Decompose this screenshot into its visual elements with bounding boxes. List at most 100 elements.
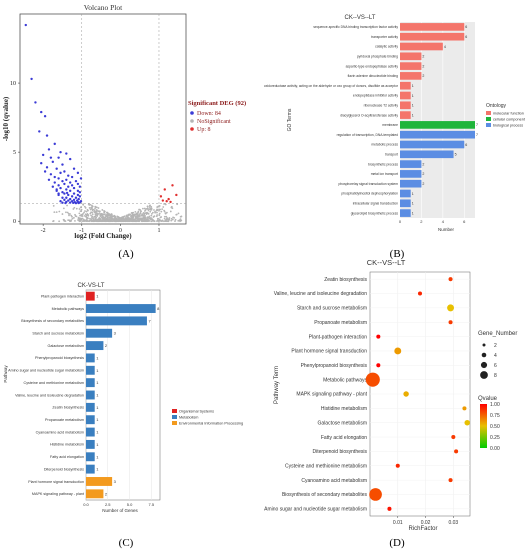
down-regulated-point bbox=[61, 163, 64, 166]
nonsignificant-point bbox=[79, 210, 82, 213]
go-term-label: catalytic activity bbox=[375, 45, 398, 49]
nonsignificant-point bbox=[148, 204, 151, 207]
nonsignificant-point bbox=[148, 208, 151, 211]
down-regulated-point bbox=[45, 134, 49, 137]
nonsignificant-point bbox=[110, 220, 113, 223]
size-legend-label: 6 bbox=[494, 363, 497, 369]
nonsignificant-point bbox=[88, 219, 91, 222]
go-term-label: biosynthetic process bbox=[368, 162, 398, 166]
down-regulated-point bbox=[70, 195, 74, 198]
nonsignificant-point bbox=[146, 208, 149, 211]
nonsignificant-point bbox=[95, 209, 98, 211]
nonsignificant-point bbox=[120, 220, 123, 223]
panel-d-enrichment-bubble-chart: CK--VS--LT Pathway Term 0.01 0.02 0.03 Zeat… bbox=[264, 258, 517, 549]
down-regulated-point bbox=[53, 181, 56, 184]
nonsignificant-point bbox=[100, 213, 103, 216]
nonsignificant-point bbox=[99, 218, 102, 221]
nonsignificant-point bbox=[78, 212, 81, 215]
nonsignificant-point bbox=[134, 210, 137, 213]
down-regulated-point bbox=[30, 77, 33, 81]
pathway-term-label: Cysteine and methionine metabolism bbox=[285, 463, 367, 469]
pathway-bar bbox=[86, 390, 95, 400]
pathway-bar-value: 1 bbox=[96, 430, 99, 435]
nonsignificant-point bbox=[153, 209, 155, 211]
panel-c-x-axis-label: Number of Genes bbox=[102, 508, 138, 513]
nonsignificant-point bbox=[143, 220, 146, 222]
down-regulated-point bbox=[63, 170, 66, 173]
nonsignificant-point bbox=[73, 216, 75, 219]
nonsignificant-point bbox=[136, 218, 139, 221]
pathway-bar bbox=[86, 402, 95, 412]
nonsignificant-point bbox=[148, 206, 151, 208]
panel-b-legend-title: Ontology bbox=[486, 103, 507, 109]
pathway-term-label: Metabolic pathways bbox=[323, 377, 367, 383]
legend-up-marker bbox=[190, 127, 194, 131]
pathway-label: Metabolic pathways bbox=[52, 307, 85, 311]
down-regulated-point bbox=[40, 110, 43, 114]
down-regulated-point bbox=[64, 201, 67, 205]
pathway-label: Plant-pathogen interaction bbox=[41, 294, 84, 298]
down-regulated-point bbox=[47, 148, 51, 151]
go-term-bar-value: 1 bbox=[412, 94, 414, 98]
nonsignificant-point bbox=[80, 217, 82, 220]
down-regulated-point bbox=[65, 188, 68, 191]
nonsignificant-point bbox=[146, 205, 149, 208]
legend-down-label: Down: 84 bbox=[197, 111, 221, 117]
nonsignificant-point bbox=[68, 214, 70, 217]
pathway-bar-value: 1 bbox=[96, 405, 99, 410]
nonsignificant-point bbox=[107, 217, 109, 220]
down-regulated-point bbox=[63, 192, 66, 195]
down-regulated-point bbox=[67, 174, 70, 177]
go-term-bar bbox=[400, 91, 411, 100]
nonsignificant-point bbox=[130, 211, 133, 214]
pathway-bar bbox=[86, 477, 113, 486]
nonsignificant-point bbox=[80, 208, 83, 211]
panel-c-x-tick-label: 5.0 bbox=[127, 502, 133, 507]
down-regulated-point bbox=[77, 201, 80, 205]
down-regulated-point bbox=[72, 167, 76, 170]
go-term-bar bbox=[400, 32, 465, 41]
pathway-term-label: Zeatin biosynthesis bbox=[324, 277, 367, 283]
pathway-bar-value: 1 bbox=[96, 380, 99, 385]
down-regulated-point bbox=[72, 192, 76, 195]
nonsignificant-point bbox=[99, 215, 102, 217]
nonsignificant-point bbox=[131, 215, 134, 218]
down-regulated-point bbox=[47, 178, 51, 181]
go-term-bar-value: 1 bbox=[412, 104, 414, 108]
go-term-label: phosphorelay signal transduction system bbox=[338, 182, 398, 186]
legend-cellular-component-label: cellular component bbox=[493, 118, 526, 122]
nonsignificant-point bbox=[152, 211, 154, 214]
panel-b-title: CK--VS--LT bbox=[345, 15, 376, 21]
down-regulated-point bbox=[67, 185, 70, 188]
enrichment-bubble bbox=[403, 391, 409, 397]
nonsignificant-point bbox=[82, 219, 85, 222]
nonsignificant-point bbox=[128, 219, 131, 222]
nonsignificant-point bbox=[140, 210, 143, 213]
pathway-bar bbox=[86, 291, 95, 301]
color-legend-label: 0.75 bbox=[490, 413, 500, 419]
pathway-term-label: Histidine metabolism bbox=[321, 406, 367, 412]
nonsignificant-point bbox=[142, 212, 145, 214]
down-regulated-point bbox=[41, 153, 45, 157]
down-regulated-point bbox=[57, 156, 60, 159]
nonsignificant-point bbox=[52, 205, 55, 207]
nonsignificant-point bbox=[88, 204, 91, 206]
pathway-term-label: Valine, leucine and isoleucine degradati… bbox=[274, 291, 368, 297]
nonsignificant-point bbox=[147, 219, 149, 221]
nonsignificant-point bbox=[141, 213, 144, 216]
nonsignificant-point bbox=[71, 215, 73, 218]
nonsignificant-point bbox=[114, 216, 116, 219]
pathway-bar-value: 7 bbox=[148, 318, 151, 323]
down-regulated-point bbox=[59, 150, 62, 154]
nonsignificant-point bbox=[174, 220, 176, 223]
nonsignificant-point bbox=[101, 216, 104, 219]
down-regulated-point bbox=[65, 191, 69, 195]
go-term-label: membrane bbox=[382, 123, 398, 127]
panel-d-y-axis-label: Pathway Term bbox=[274, 366, 280, 404]
x-tick-label: 1 bbox=[157, 228, 160, 234]
legend-organismal-systems-label: Organismal Systems bbox=[179, 410, 214, 414]
nonsignificant-point bbox=[144, 216, 146, 219]
down-regulated-point bbox=[78, 195, 82, 198]
pathway-bar bbox=[86, 452, 95, 462]
go-term-bar-value: 6 bbox=[465, 143, 467, 147]
